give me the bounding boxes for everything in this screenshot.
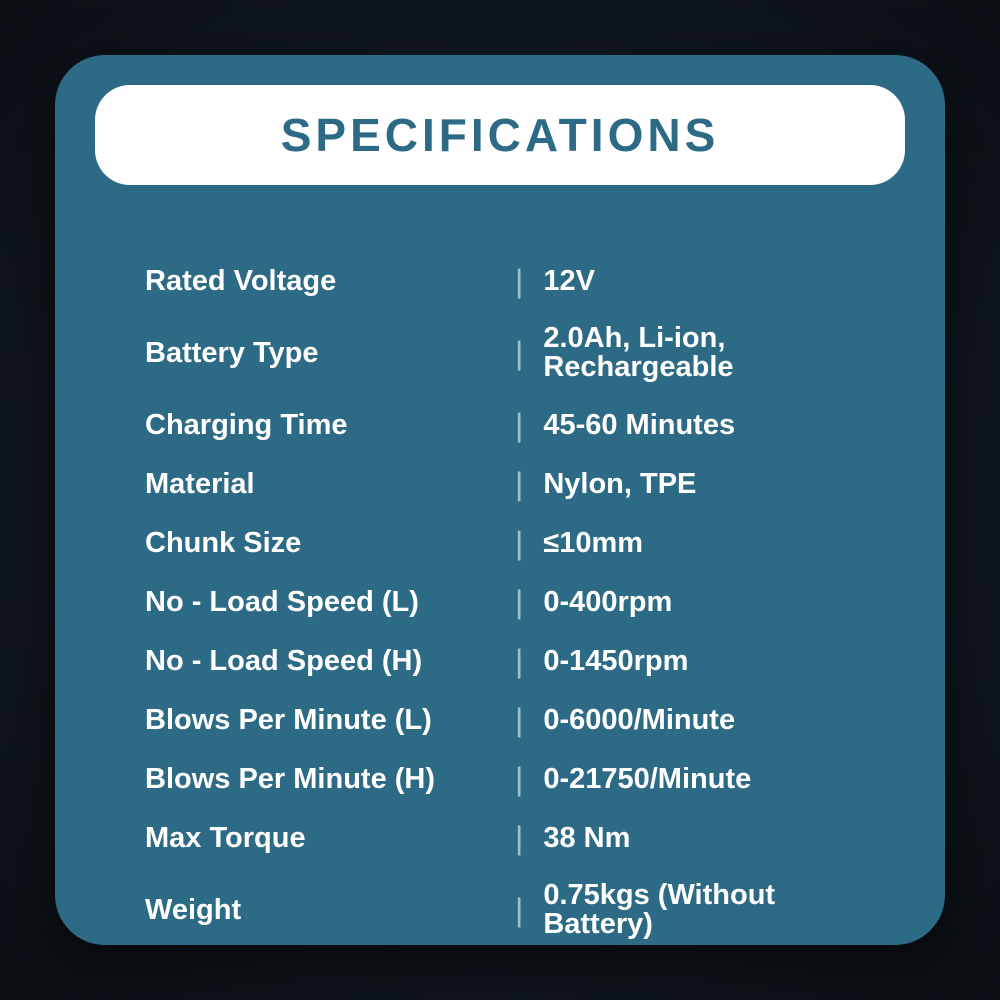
spec-label: No - Load Speed (L) (145, 588, 515, 617)
spec-row: Max Torque| 38 Nm (145, 822, 855, 854)
spec-label: No - Load Speed (H) (145, 647, 515, 676)
divider-icon: | (515, 468, 523, 500)
spec-row: No - Load Speed (L)| 0-400rpm (145, 586, 855, 618)
spec-label: Material (145, 470, 515, 499)
spec-row: Chunk Size| ≤10mm (145, 527, 855, 559)
divider-icon: | (515, 763, 523, 795)
spec-value: 38 Nm (543, 824, 855, 853)
spec-label: Weight (145, 896, 515, 925)
spec-label: Max Torque (145, 824, 515, 853)
spec-value: 12V (543, 267, 855, 296)
spec-label: Chunk Size (145, 529, 515, 558)
spec-row: No - Load Speed (H)| 0-1450rpm (145, 645, 855, 677)
spec-label: Rated Voltage (145, 267, 515, 296)
spec-row: Material| Nylon, TPE (145, 468, 855, 500)
spec-value: ≤10mm (543, 529, 855, 558)
divider-icon: | (515, 822, 523, 854)
divider-icon: | (515, 586, 523, 618)
divider-icon: | (515, 645, 523, 677)
spec-label: Blows Per Minute (L) (145, 706, 515, 735)
spec-row: Weight| 0.75kgs (Without Battery) (145, 881, 855, 939)
divider-icon: | (515, 265, 523, 297)
spec-value: 0-1450rpm (543, 647, 855, 676)
spec-card: SPECIFICATIONS Rated Voltage|12VBattery … (55, 55, 945, 945)
divider-icon: | (515, 704, 523, 736)
spec-row: Blows Per Minute (L)| 0-6000/Minute (145, 704, 855, 736)
spec-value: 0-6000/Minute (543, 706, 855, 735)
spec-label: Battery Type (145, 339, 515, 368)
divider-icon: | (515, 894, 523, 926)
spec-value: Nylon, TPE (543, 470, 855, 499)
spec-label: Blows Per Minute (H) (145, 765, 515, 794)
spec-list: Rated Voltage|12VBattery Type|2.0Ah, Li-… (95, 265, 905, 939)
spec-value: 2.0Ah, Li-ion, Rechargeable (543, 324, 855, 382)
divider-icon: | (515, 527, 523, 559)
spec-value: 0-21750/Minute (543, 765, 855, 794)
divider-icon: | (515, 409, 523, 441)
spec-row: Rated Voltage| 12V (145, 265, 855, 297)
title-bar: SPECIFICATIONS (95, 85, 905, 185)
spec-label: Charging Time (145, 411, 515, 440)
spec-row: Blows Per Minute (H)| 0-21750/Minute (145, 763, 855, 795)
divider-icon: | (515, 337, 523, 369)
spec-row: Charging Time| 45-60 Minutes (145, 409, 855, 441)
spec-value: 0-400rpm (543, 588, 855, 617)
spec-row: Battery Type| 2.0Ah, Li-ion, Rechargeable (145, 324, 855, 382)
spec-value: 45-60 Minutes (543, 411, 855, 440)
title-text: SPECIFICATIONS (281, 108, 720, 162)
spec-value: 0.75kgs (Without Battery) (543, 881, 855, 939)
